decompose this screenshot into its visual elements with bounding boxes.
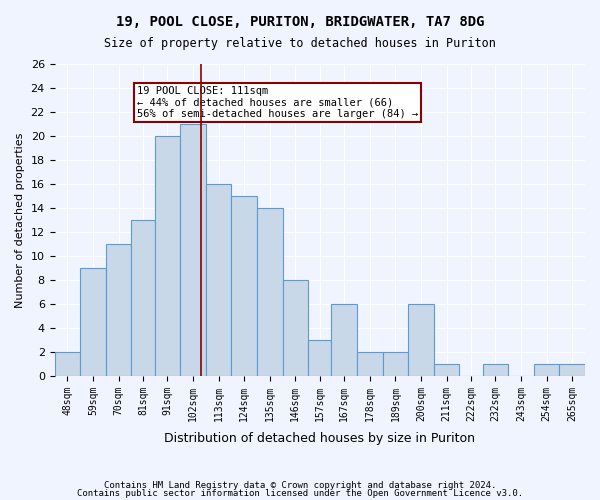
Y-axis label: Number of detached properties: Number of detached properties (15, 132, 25, 308)
Bar (283, 280, 308, 376)
Bar (232, 196, 257, 376)
Bar (206, 184, 232, 376)
Bar (331, 304, 357, 376)
Bar (155, 136, 180, 376)
Text: 19, POOL CLOSE, PURITON, BRIDGWATER, TA7 8DG: 19, POOL CLOSE, PURITON, BRIDGWATER, TA7… (116, 15, 484, 29)
Bar (308, 340, 331, 376)
X-axis label: Distribution of detached houses by size in Puriton: Distribution of detached houses by size … (164, 432, 475, 445)
Text: Contains HM Land Registry data © Crown copyright and database right 2024.: Contains HM Land Registry data © Crown c… (104, 481, 496, 490)
Text: Contains public sector information licensed under the Open Government Licence v3: Contains public sector information licen… (77, 488, 523, 498)
Text: 19 POOL CLOSE: 111sqm
← 44% of detached houses are smaller (66)
56% of semi-deta: 19 POOL CLOSE: 111sqm ← 44% of detached … (137, 86, 418, 119)
Bar (383, 352, 408, 376)
Bar (534, 364, 559, 376)
Bar (357, 352, 383, 376)
Bar (257, 208, 283, 376)
Bar (559, 364, 585, 376)
Text: Size of property relative to detached houses in Puriton: Size of property relative to detached ho… (104, 38, 496, 51)
Bar (482, 364, 508, 376)
Bar (180, 124, 206, 376)
Bar (408, 304, 434, 376)
Bar (55, 352, 80, 376)
Bar (131, 220, 155, 376)
Bar (434, 364, 460, 376)
Bar (80, 268, 106, 376)
Bar (106, 244, 131, 376)
